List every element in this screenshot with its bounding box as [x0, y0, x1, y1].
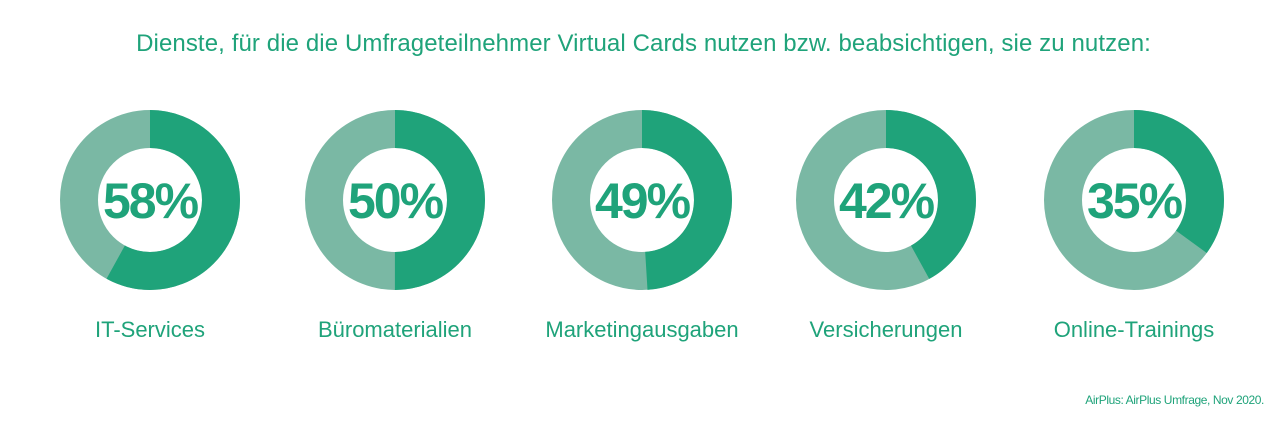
donut-value-arc [796, 110, 976, 290]
category-label: Versicherungen [809, 317, 963, 342]
percentage-label: 42% [839, 173, 935, 229]
donut-it-services: 58% [55, 105, 245, 295]
percentage-label: 58% [103, 173, 199, 229]
donut-value-arc [1044, 110, 1224, 290]
category-label: Büromaterialien [317, 317, 473, 342]
percentage-label: 49% [595, 173, 691, 229]
donut-büromaterialien: 50% [300, 105, 490, 295]
chart-title: Dienste, für die die Umfrageteilnehmer V… [136, 30, 1151, 57]
donut-online-trainings: 35% [1039, 105, 1229, 295]
category-label: IT-Services [94, 317, 206, 342]
source-note: AirPlus: AirPlus Umfrage, Nov 2020. [1085, 393, 1264, 407]
donut-marketingausgaben: 49% [547, 105, 737, 295]
donut-value-arc [305, 110, 485, 290]
category-label: Marketingausgaben [545, 317, 739, 342]
percentage-label: 50% [348, 173, 444, 229]
category-label: Online-Trainings [1053, 317, 1215, 342]
donut-versicherungen: 42% [791, 105, 981, 295]
percentage-label: 35% [1087, 173, 1183, 229]
donut-value-arc [60, 110, 240, 290]
donut-value-arc [552, 110, 732, 290]
